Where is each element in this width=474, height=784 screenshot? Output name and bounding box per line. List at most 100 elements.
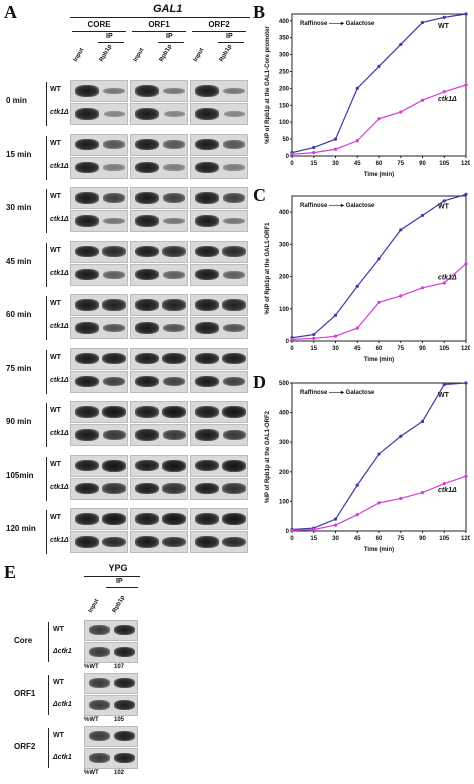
series-point-1 (355, 139, 359, 143)
blot-band (135, 429, 159, 441)
blot-band (223, 164, 245, 171)
series-point-1 (420, 98, 425, 102)
y-axis-label: %IP of Rpb1p at the GAL1-Core promoter (265, 26, 271, 144)
strain-label: WT (50, 193, 61, 200)
blot-strip (190, 508, 248, 530)
blot-strip (190, 370, 248, 393)
blot-band (102, 513, 126, 525)
x-tick-label: 90 (419, 536, 426, 542)
series-point-0 (399, 434, 403, 438)
series-point-1 (420, 490, 425, 495)
panel-e-blot-strip (84, 695, 138, 716)
panel-e-strain-label: Δctk1 (53, 648, 72, 655)
chart-annotation: Raffinose ——▸ Galactose (300, 390, 375, 396)
blot-band (162, 323, 186, 333)
series-line-0 (291, 13, 467, 154)
panel-e-blot-band (114, 753, 135, 763)
blot-strip (130, 317, 188, 339)
blot-strip (130, 401, 188, 423)
panel-e-bracket (48, 622, 49, 662)
blot-band (195, 268, 219, 281)
blot-band (195, 536, 219, 548)
blot-band (163, 270, 185, 279)
series-point-0 (377, 64, 381, 69)
panel-e-strain-label: WT (53, 679, 64, 686)
blot-band (162, 140, 186, 149)
x-tick-label: 60 (376, 536, 383, 542)
blot-band (102, 459, 126, 472)
blot-strip (190, 454, 248, 477)
region-label-1: ORF1 (148, 20, 170, 29)
blot-band (102, 323, 126, 333)
blot-band (75, 215, 99, 227)
strain-label: WT (50, 353, 61, 361)
y-tick-label: 100 (279, 499, 290, 505)
series-point-0 (377, 257, 381, 261)
series-point-0 (377, 452, 381, 456)
series-point-0 (399, 228, 403, 232)
blot-strip (70, 424, 128, 446)
series-point-1 (355, 326, 359, 330)
blot-strip (130, 210, 188, 232)
timepoint-bracket (46, 349, 47, 394)
strain-label: WT (50, 407, 61, 414)
x-tick-label: 75 (397, 161, 404, 167)
blot-strip (130, 531, 188, 553)
blot-band (135, 268, 159, 281)
blot-band (75, 375, 99, 388)
blot-strip (190, 210, 248, 232)
blot-band (75, 192, 99, 204)
series-point-0 (333, 313, 338, 317)
panel-e-input-label: Input (87, 598, 101, 614)
series-point-0 (442, 382, 446, 387)
y-tick-label: 0 (286, 339, 290, 345)
series-point-0 (420, 419, 425, 424)
blot-strip (130, 156, 188, 179)
x-tick-label: 45 (354, 346, 361, 352)
plot-frame (291, 382, 467, 532)
x-axis-label: Time (min) (364, 172, 394, 178)
blot-band (75, 322, 99, 334)
x-tick-label: 15 (310, 346, 317, 352)
blot-strip (130, 477, 188, 500)
panel-e-blot-band (114, 700, 135, 710)
timepoint-label: 90 min (6, 417, 32, 426)
blot-band (223, 270, 245, 279)
y-axis-label: %IP of Rpb1p at the GAL1-ORF2 (265, 410, 271, 503)
timepoint-label: 120 min (6, 524, 36, 533)
strain-label: WT (50, 86, 61, 93)
blot-band (222, 483, 246, 494)
blot-band (195, 322, 219, 334)
timepoint-label: 30 min (6, 203, 32, 212)
series-point-1 (420, 286, 425, 290)
timepoint-bracket (46, 242, 47, 287)
series-label-0: WT (438, 203, 450, 210)
x-tick-label: 60 (376, 161, 383, 167)
blot-band (75, 299, 99, 311)
panel-e-blot-band (89, 700, 110, 710)
blot-strip (190, 103, 248, 125)
blot-band (135, 215, 159, 227)
input-label-0: Input (72, 47, 86, 63)
blot-strip (190, 477, 248, 500)
blot-band (135, 322, 159, 334)
blot-strip (130, 133, 188, 156)
strain-label: WT (50, 139, 61, 147)
blot-band (162, 352, 186, 365)
blot-strip (70, 317, 128, 339)
x-tick-label: 45 (354, 536, 361, 542)
blot-band (195, 215, 219, 227)
blot-strip (130, 347, 188, 370)
series-point-0 (312, 332, 316, 337)
blot-band (222, 193, 246, 203)
panel-e-strain-label: Δctk1 (53, 701, 72, 708)
blot-band (195, 352, 219, 365)
series-point-1 (290, 528, 294, 533)
x-tick-label: 0 (290, 161, 294, 167)
blot-band (102, 299, 126, 311)
timepoint-bracket (46, 82, 47, 126)
blot-band (135, 459, 159, 472)
strain-label: WT (50, 246, 61, 254)
blot-band (135, 513, 159, 525)
series-point-1 (312, 336, 316, 341)
